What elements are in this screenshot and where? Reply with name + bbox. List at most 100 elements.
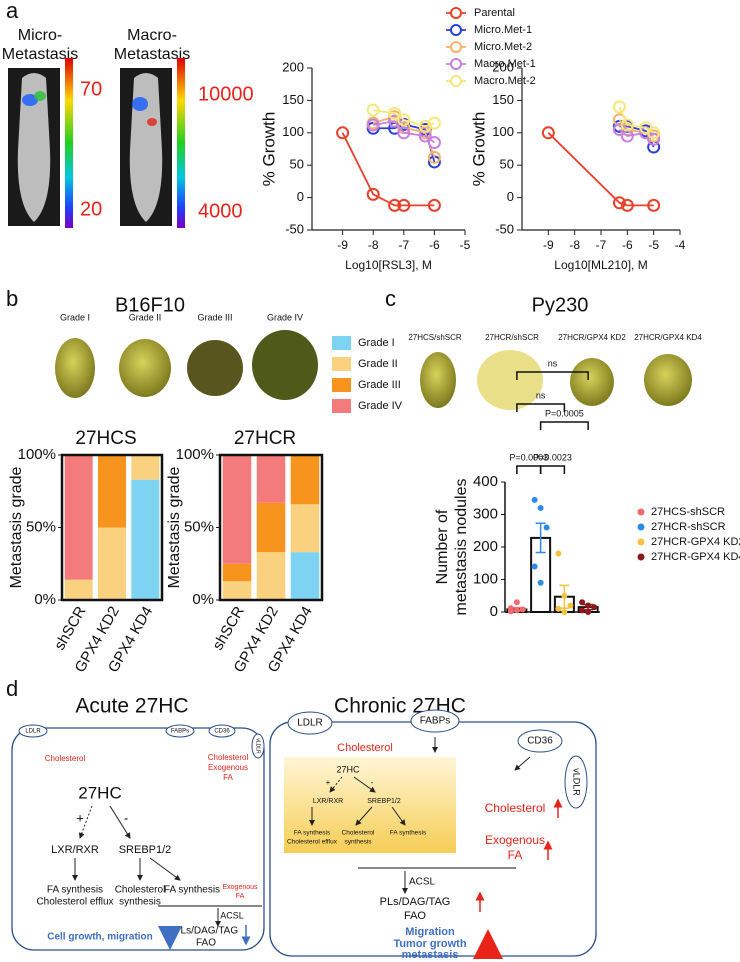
metabolite: Exogenous [208,763,248,772]
node: synthesis [344,839,372,846]
metabolite: FA [223,773,233,782]
y-axis-label: % Growth [259,112,278,187]
phenotype: Cell growth, migration [47,932,153,943]
data-point [543,524,550,531]
scale-min: 20 [80,198,102,220]
y-tick-label: 0% [192,591,214,608]
legend-label: Grade II [358,358,398,370]
image-label: Grade II [129,312,162,322]
receptor [410,709,460,733]
y-tick-label: 0 [297,189,304,204]
data-point [388,106,402,120]
y-tick-label: 0% [34,591,56,608]
legend-marker [637,538,645,546]
data-point [366,103,380,117]
legend-marker [450,7,462,19]
significance-label: P=0.0023 [533,452,572,462]
significance-label: ns [536,390,546,400]
legend-swatch [332,357,351,371]
y-tick-label: 100% [176,446,214,463]
significance-label: P=0.0005 [545,408,584,418]
image-label: 27HCR/shSCR [485,333,539,342]
panel-label: a [6,0,19,23]
receptor-label: LDLR [297,718,323,729]
data-point [427,136,441,150]
significance-label: P=0.0003 [509,452,548,462]
node: Cholesterol efflux [36,897,113,908]
node: FA synthesis [164,885,220,896]
bar-segment [290,455,320,505]
receptor [287,711,333,735]
data-point [397,198,411,212]
liver [644,354,692,406]
y-axis-label: Metastasis grade [166,466,183,588]
x-axis-label: Log10[RSL3], M [345,258,432,272]
signal [132,97,148,111]
bar-segment [290,552,320,600]
y-tick-label: 100% [18,446,56,463]
node: PLs/DAG/TAG [174,926,238,937]
sign: - [371,778,374,787]
node: Cholesterol [342,830,375,837]
imaging-micro: Micro- Metastasis 70 20 [2,27,102,228]
error-bar [535,522,546,554]
data-point [366,187,380,201]
data-point [507,605,514,612]
data-point [427,150,441,164]
y-tick-label: 0 [507,189,514,204]
chart-title: 27HCS [75,428,136,449]
x-tick-label: -8 [368,238,379,252]
signal [22,94,38,106]
data-point [541,126,555,140]
legend-label: Macro.Met-1 [474,58,536,70]
y-axis-label: metastasis nodules [453,479,470,616]
data-point [537,505,544,511]
x-tick-label: -4 [675,238,686,252]
series-line [341,132,435,207]
diagram-acute: Acute 27HC LDLR FABPs CD36 vLDLR Cholest… [11,695,265,951]
image-label: 27HCR/GPX4 KD4 [634,333,702,342]
significance-bracket [516,371,589,380]
phenotype: Migration [405,926,455,938]
data-point [519,606,526,613]
liver-images: Grade I Grade II Grade III Grade IV [55,312,318,400]
node: FAO [404,910,426,922]
series-line [547,132,654,207]
legend-label: 27HCR-GPX4 KD4 [651,551,740,563]
node: FAO [196,938,216,949]
legend-swatch [332,378,351,392]
data-point [531,496,538,503]
node: SREBP1/2 [367,798,401,805]
sign: + [326,778,331,787]
data-point [397,126,411,140]
chart-title: 27HCR [234,428,296,449]
x-tick-label: -6 [429,238,440,252]
imaging-macro: Macro- Metastasis 10000 4000 [114,27,254,228]
node: FA synthesis [47,885,103,896]
receptor [208,724,236,738]
arrow [329,776,343,793]
y-tick-label: -50 [285,221,304,236]
bar-segment [64,579,93,600]
receptor-label: FABPs [171,729,189,735]
data-point [555,605,562,612]
imaging-title: Macro- [127,27,177,44]
signal [34,91,46,101]
y-tick-label: 200 [492,59,514,74]
legend-marker [450,24,462,36]
bar-segment [98,455,126,528]
color-scale [177,58,185,228]
data-point [567,602,574,609]
image-label: 27HCR/GPX4 KD2 [558,333,626,342]
bar-segment [290,504,320,553]
data-point [647,126,661,140]
data-point [561,592,568,599]
data-point [427,116,441,130]
panel-title: Py230 [532,294,589,316]
x-tick-label: -7 [596,238,607,252]
data-point [585,602,592,609]
data-point [620,198,634,212]
receptor-label: vLDLR [255,738,261,754]
legend-marker [637,508,645,516]
